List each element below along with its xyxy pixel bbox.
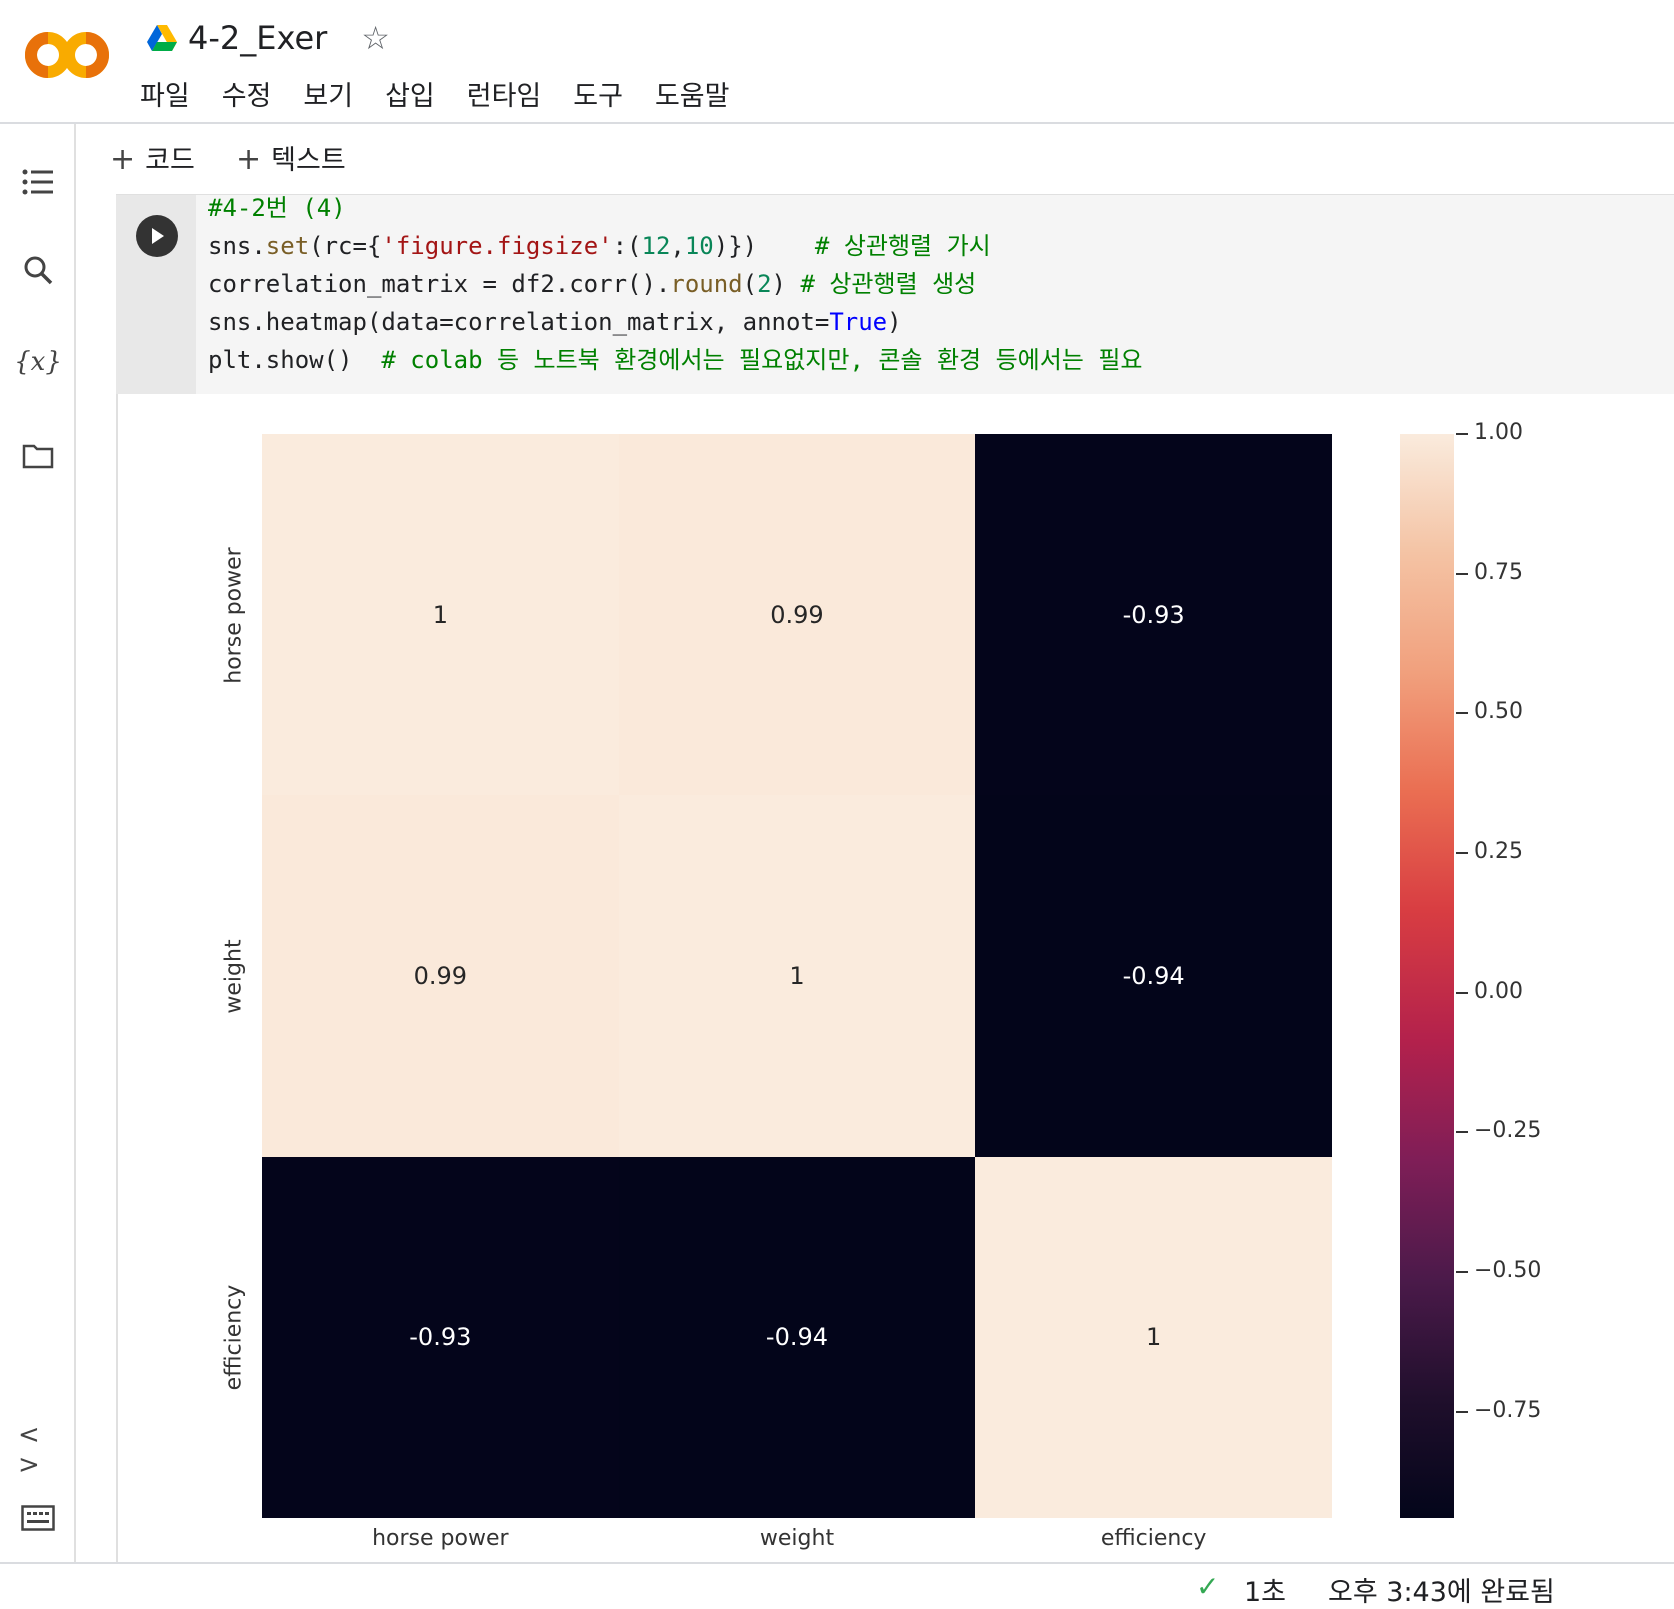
heatmap-cell-annotation: -0.93 bbox=[409, 1323, 472, 1352]
execution-completed-time[interactable]: 오후 3:43에 완료됨 bbox=[1328, 1577, 1555, 1608]
heatmap-cell: -0.94 bbox=[975, 795, 1332, 1157]
heatmap-cell: 0.99 bbox=[262, 795, 619, 1157]
top-bar: 4-2_Exer ☆ 파일 수정 보기 삽입 런타임 도구 도움말 bbox=[0, 0, 1674, 124]
heatmap-cell: 0.99 bbox=[618, 434, 976, 796]
colorbar-tick-mark bbox=[1456, 991, 1468, 994]
colorbar-tick-mark bbox=[1456, 572, 1468, 575]
code-line: sns.heatmap(data=correlation_matrix, ann… bbox=[208, 308, 902, 336]
menu-edit[interactable]: 수정 bbox=[221, 81, 272, 112]
x-tick-label: efficiency bbox=[1100, 1526, 1207, 1551]
x-tick-label: horse power bbox=[372, 1526, 509, 1551]
colorbar-tick-mark bbox=[1456, 433, 1468, 435]
heatmap-cell-annotation: -0.94 bbox=[765, 1323, 829, 1352]
code-line: sns.set(rc={'figure.figsize':(12,10)}) #… bbox=[208, 232, 991, 260]
star-icon[interactable]: ☆ bbox=[361, 19, 390, 57]
y-tick-label: weight bbox=[221, 939, 247, 1014]
colorbar-tick-mark bbox=[1456, 712, 1468, 715]
heatmap-cell: -0.93 bbox=[262, 1156, 619, 1518]
heatmap-cell-annotation: 1 bbox=[1146, 1323, 1162, 1352]
run-cell-button[interactable] bbox=[136, 215, 178, 257]
terminal-icon[interactable] bbox=[18, 1498, 58, 1538]
colorbar-tick-label: 0.75 bbox=[1474, 559, 1523, 585]
x-tick-label: weight bbox=[759, 1526, 835, 1551]
status-bar: ✓ 1초 오후 3:43에 완료됨 bbox=[0, 1562, 1674, 1608]
google-drive-icon[interactable] bbox=[146, 24, 178, 52]
heatmap-cell-annotation: -0.93 bbox=[1122, 600, 1185, 629]
menu-insert[interactable]: 삽입 bbox=[385, 81, 435, 112]
y-tick-label: horse power bbox=[221, 546, 247, 684]
colorbar-tick-mark bbox=[1456, 1131, 1468, 1134]
plus-icon: + bbox=[236, 142, 262, 177]
menu-runtime[interactable]: 런타임 bbox=[466, 81, 542, 112]
heatmap-chart: 1 0.99 -0.93 0.99 1 -0.94 -0.93 -0.94 1 bbox=[262, 434, 1332, 1518]
heatmap-cell: -0.94 bbox=[618, 1156, 976, 1518]
heatmap-cell-annotation: 1 bbox=[432, 600, 448, 629]
table-of-contents-icon[interactable] bbox=[18, 162, 58, 202]
folder-icon[interactable] bbox=[18, 436, 58, 476]
add-code-button[interactable]: + 코드 bbox=[110, 138, 195, 177]
add-text-button[interactable]: + 텍스트 bbox=[236, 138, 346, 177]
colorbar-tick-label: −0.50 bbox=[1474, 1258, 1542, 1284]
cell-gutter bbox=[116, 195, 196, 395]
heatmap-cell: 1 bbox=[262, 434, 619, 796]
colorbar-tick-mark bbox=[1456, 1410, 1468, 1413]
add-text-label: 텍스트 bbox=[271, 145, 346, 176]
variables-icon[interactable]: {x} bbox=[14, 347, 62, 377]
colorbar-tick-label: 0.00 bbox=[1474, 978, 1523, 1004]
heatmap-cell-annotation: 1 bbox=[789, 961, 805, 990]
heatmap-cell: -0.93 bbox=[975, 434, 1332, 796]
code-line: correlation_matrix = df2.corr().round(2)… bbox=[208, 270, 977, 298]
colab-logo[interactable] bbox=[24, 24, 110, 86]
menu-tools[interactable]: 도구 bbox=[573, 81, 623, 112]
y-tick-label: efficiency bbox=[221, 1285, 247, 1391]
colorbar-tick-label: −0.75 bbox=[1474, 1397, 1542, 1423]
menu-file[interactable]: 파일 bbox=[140, 81, 190, 112]
colorbar-tick-label: 1.00 bbox=[1474, 420, 1523, 445]
search-icon[interactable] bbox=[18, 250, 58, 290]
code-line: #4-2번 (4) bbox=[208, 194, 346, 222]
colorbar-tick-label: −0.25 bbox=[1474, 1118, 1542, 1144]
colorbar-tick-mark bbox=[1456, 852, 1468, 855]
heatmap-cell-annotation: 0.99 bbox=[770, 600, 824, 629]
code-snippets-icon[interactable]: < > bbox=[18, 1420, 40, 1480]
code-editor[interactable]: #4-2번 (4) sns.set(rc={'figure.figsize':(1… bbox=[208, 189, 1143, 379]
colorbar-tick-mark bbox=[1456, 1271, 1468, 1274]
notebook-title[interactable]: 4-2_Exer bbox=[188, 19, 328, 57]
left-sidebar: {x} < > bbox=[0, 124, 76, 1562]
menu-view[interactable]: 보기 bbox=[303, 81, 354, 112]
heatmap-cell-annotation: -0.94 bbox=[1122, 961, 1185, 990]
execution-duration: 1초 bbox=[1244, 1577, 1287, 1608]
code-line: plt.show() # colab 등 노트북 환경에서는 필요없지만, 콘솔… bbox=[208, 346, 1143, 374]
heatmap-cell: 1 bbox=[975, 1156, 1332, 1518]
menu-bar: 파일 수정 보기 삽입 런타임 도구 도움말 bbox=[138, 70, 760, 117]
heatmap-cell: 1 bbox=[618, 795, 976, 1157]
play-icon bbox=[152, 228, 164, 244]
heatmap-cell-annotation: 0.99 bbox=[413, 961, 468, 990]
menu-help[interactable]: 도움말 bbox=[654, 81, 730, 112]
colorbar-tick-label: 0.25 bbox=[1474, 839, 1523, 865]
add-code-label: 코드 bbox=[145, 145, 195, 176]
title-row: 4-2_Exer ☆ bbox=[146, 16, 390, 60]
checkmark-icon: ✓ bbox=[1196, 1570, 1220, 1603]
colorbar-tick-label: 0.50 bbox=[1474, 699, 1523, 725]
heatmap-colorbar bbox=[1400, 434, 1454, 1518]
plus-icon: + bbox=[110, 142, 136, 177]
notebook-toolbar: + 코드 + 텍스트 bbox=[76, 124, 1674, 194]
code-cell[interactable]: #4-2번 (4) sns.set(rc={'figure.figsize':(1… bbox=[116, 194, 1674, 395]
